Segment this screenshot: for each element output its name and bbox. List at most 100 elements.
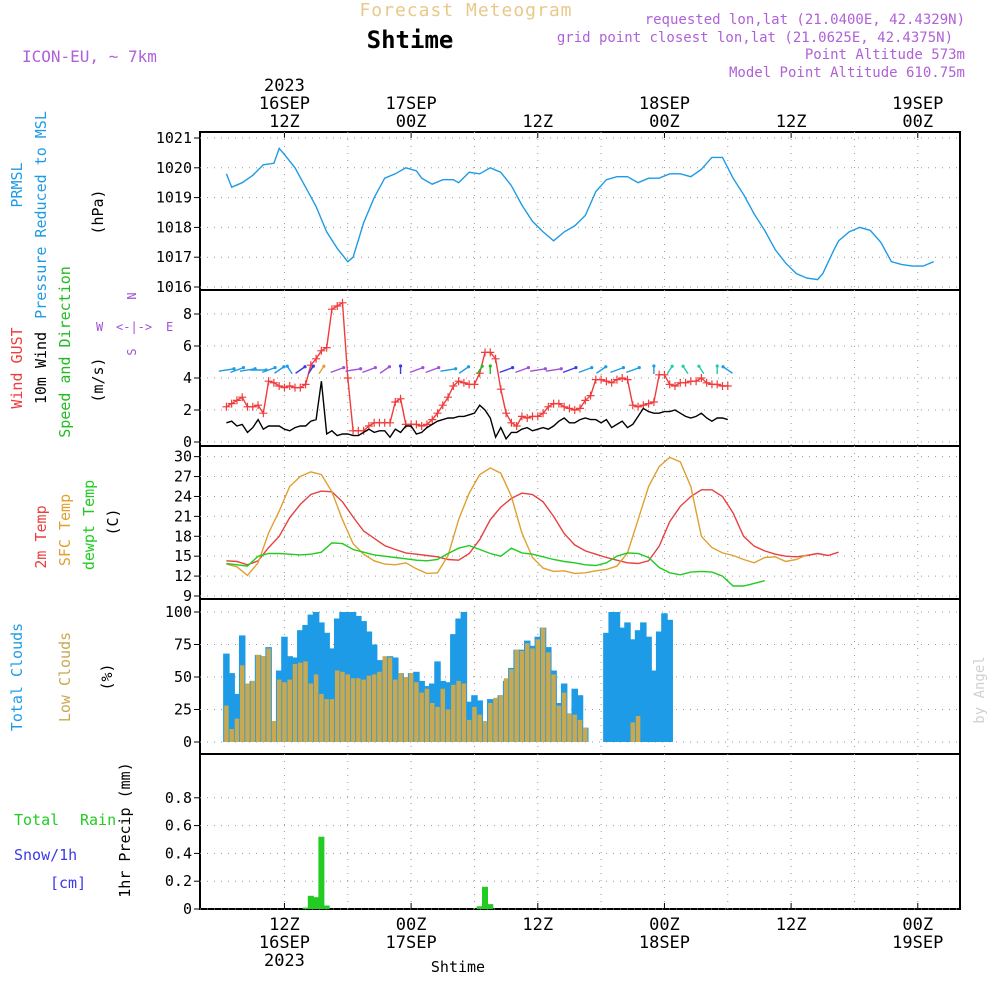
- gust-marker: [496, 385, 505, 394]
- bar-clouds_low: [398, 673, 403, 742]
- bottom-time-label: 18SEP: [639, 933, 690, 953]
- bar-clouds_low: [503, 678, 509, 742]
- y-tick-label: 1019: [156, 189, 192, 207]
- gust-marker: [692, 377, 701, 386]
- y-tick-label: 0.6: [165, 817, 192, 835]
- y-tick-label: 100: [165, 603, 192, 621]
- gust-marker: [628, 401, 637, 410]
- wind-arrow-head: [421, 366, 425, 370]
- panel-clouds: 0 25 50 75 100: [165, 598, 961, 755]
- gust-marker: [428, 415, 437, 424]
- bar-clouds_low: [387, 657, 393, 742]
- bar-clouds_total: [576, 695, 584, 742]
- bar-clouds_low: [530, 648, 535, 742]
- gust-marker: [449, 382, 458, 390]
- panel-pressure: 1016 1017 1018 1019 1020 1021: [156, 129, 961, 296]
- bar-clouds_low: [466, 719, 472, 742]
- bottom-time-label: 12Z: [269, 915, 300, 935]
- wind-arrow-head: [466, 365, 471, 369]
- header: Forecast Meteogram Shtime ICON-EU, ~ 7km…: [22, 0, 965, 81]
- gust-marker: [264, 377, 273, 386]
- gust-marker: [507, 418, 516, 427]
- bar-clouds_total: [349, 612, 357, 742]
- bottom-time-label: 16SEP: [259, 933, 310, 953]
- series-line-pressure: [225, 147, 934, 281]
- clouds-label-low: Low Clouds: [56, 632, 74, 722]
- bar-clouds_low: [313, 674, 319, 742]
- bottom-time-label: 00Z: [649, 915, 680, 935]
- gust-marker: [533, 412, 542, 421]
- bar-clouds_total: [307, 614, 315, 742]
- bar-clouds_total: [228, 673, 235, 742]
- y-tick-label: 6: [183, 337, 192, 355]
- wind-arrow-head: [652, 364, 656, 368]
- compass-s: S: [125, 348, 139, 355]
- wind-arrow: [545, 368, 562, 372]
- wind-arrow: [626, 366, 640, 374]
- wind-arrow: [722, 366, 733, 374]
- series-line-dewpt: [226, 542, 765, 587]
- precip-label-cm: [cm]: [50, 874, 86, 892]
- bar-clouds_low: [224, 705, 229, 742]
- gust-marker: [671, 382, 679, 390]
- grid-point-coords: grid point closest lon,lat (21.0625E, 42…: [557, 30, 953, 46]
- bar-clouds_low: [287, 679, 292, 742]
- wind-arrow-head: [285, 364, 289, 368]
- bar-clouds_low: [329, 699, 335, 742]
- bar-clouds_low: [371, 674, 377, 742]
- bar-clouds_low: [393, 679, 398, 742]
- gust-marker: [254, 401, 263, 410]
- bar-clouds_total: [666, 619, 673, 742]
- compass-n: N: [125, 292, 139, 299]
- bar-clouds_total: [618, 627, 626, 742]
- bar-clouds_total: [223, 653, 230, 742]
- bar-clouds_low: [334, 670, 340, 742]
- top-time-label: 12Z: [269, 112, 300, 132]
- gust-marker: [327, 305, 336, 314]
- gust-marker: [459, 378, 468, 387]
- bar-clouds_total: [608, 612, 615, 742]
- bar-clouds_low: [345, 674, 351, 742]
- wind-arrow: [239, 368, 256, 372]
- bottom-time-label: 12Z: [522, 915, 553, 935]
- series-line-temp2m: [226, 489, 839, 566]
- bar-clouds_low: [424, 688, 430, 742]
- bar-clouds_low: [419, 692, 424, 742]
- series-line-wind: [226, 381, 729, 441]
- wind-arrow: [330, 366, 344, 374]
- gust-marker: [623, 375, 632, 384]
- bar-clouds_low: [271, 721, 277, 742]
- requested-coords: requested lon,lat (21.0400E, 42.4329N): [645, 12, 965, 28]
- gust-marker: [607, 378, 616, 387]
- gust-marker: [517, 412, 526, 421]
- wind-arrow-head: [590, 366, 594, 370]
- wind-arrow-head: [342, 366, 346, 370]
- top-time-label: 19SEP: [892, 94, 943, 114]
- gust-marker: [343, 374, 352, 382]
- wind-arrow-head: [322, 364, 326, 368]
- bar-clouds_low: [488, 703, 493, 742]
- top-time-label: 18SEP: [639, 94, 690, 114]
- wind-arrow: [530, 368, 546, 372]
- gust-marker: [386, 418, 394, 427]
- bar-clouds_low: [519, 651, 525, 742]
- bar-clouds_total: [613, 612, 621, 742]
- top-time-label: 2023: [264, 76, 305, 96]
- y-tick-label: 27: [174, 468, 192, 486]
- bar-clouds_total: [455, 618, 462, 742]
- gust-marker: [512, 422, 521, 430]
- gust-marker: [433, 409, 442, 418]
- gust-marker: [248, 402, 257, 411]
- bar-clouds_low: [482, 721, 488, 742]
- wind-arrow-head: [526, 366, 531, 370]
- wind-arrow: [499, 366, 513, 374]
- gust-marker: [560, 402, 569, 411]
- y-tick-label: 4: [183, 369, 192, 387]
- gust-marker: [649, 398, 658, 406]
- top-time-label: 12Z: [776, 112, 807, 132]
- bar-clouds_total: [328, 648, 336, 742]
- bar-clouds_low: [255, 654, 261, 742]
- wind-arrow-head: [715, 364, 719, 368]
